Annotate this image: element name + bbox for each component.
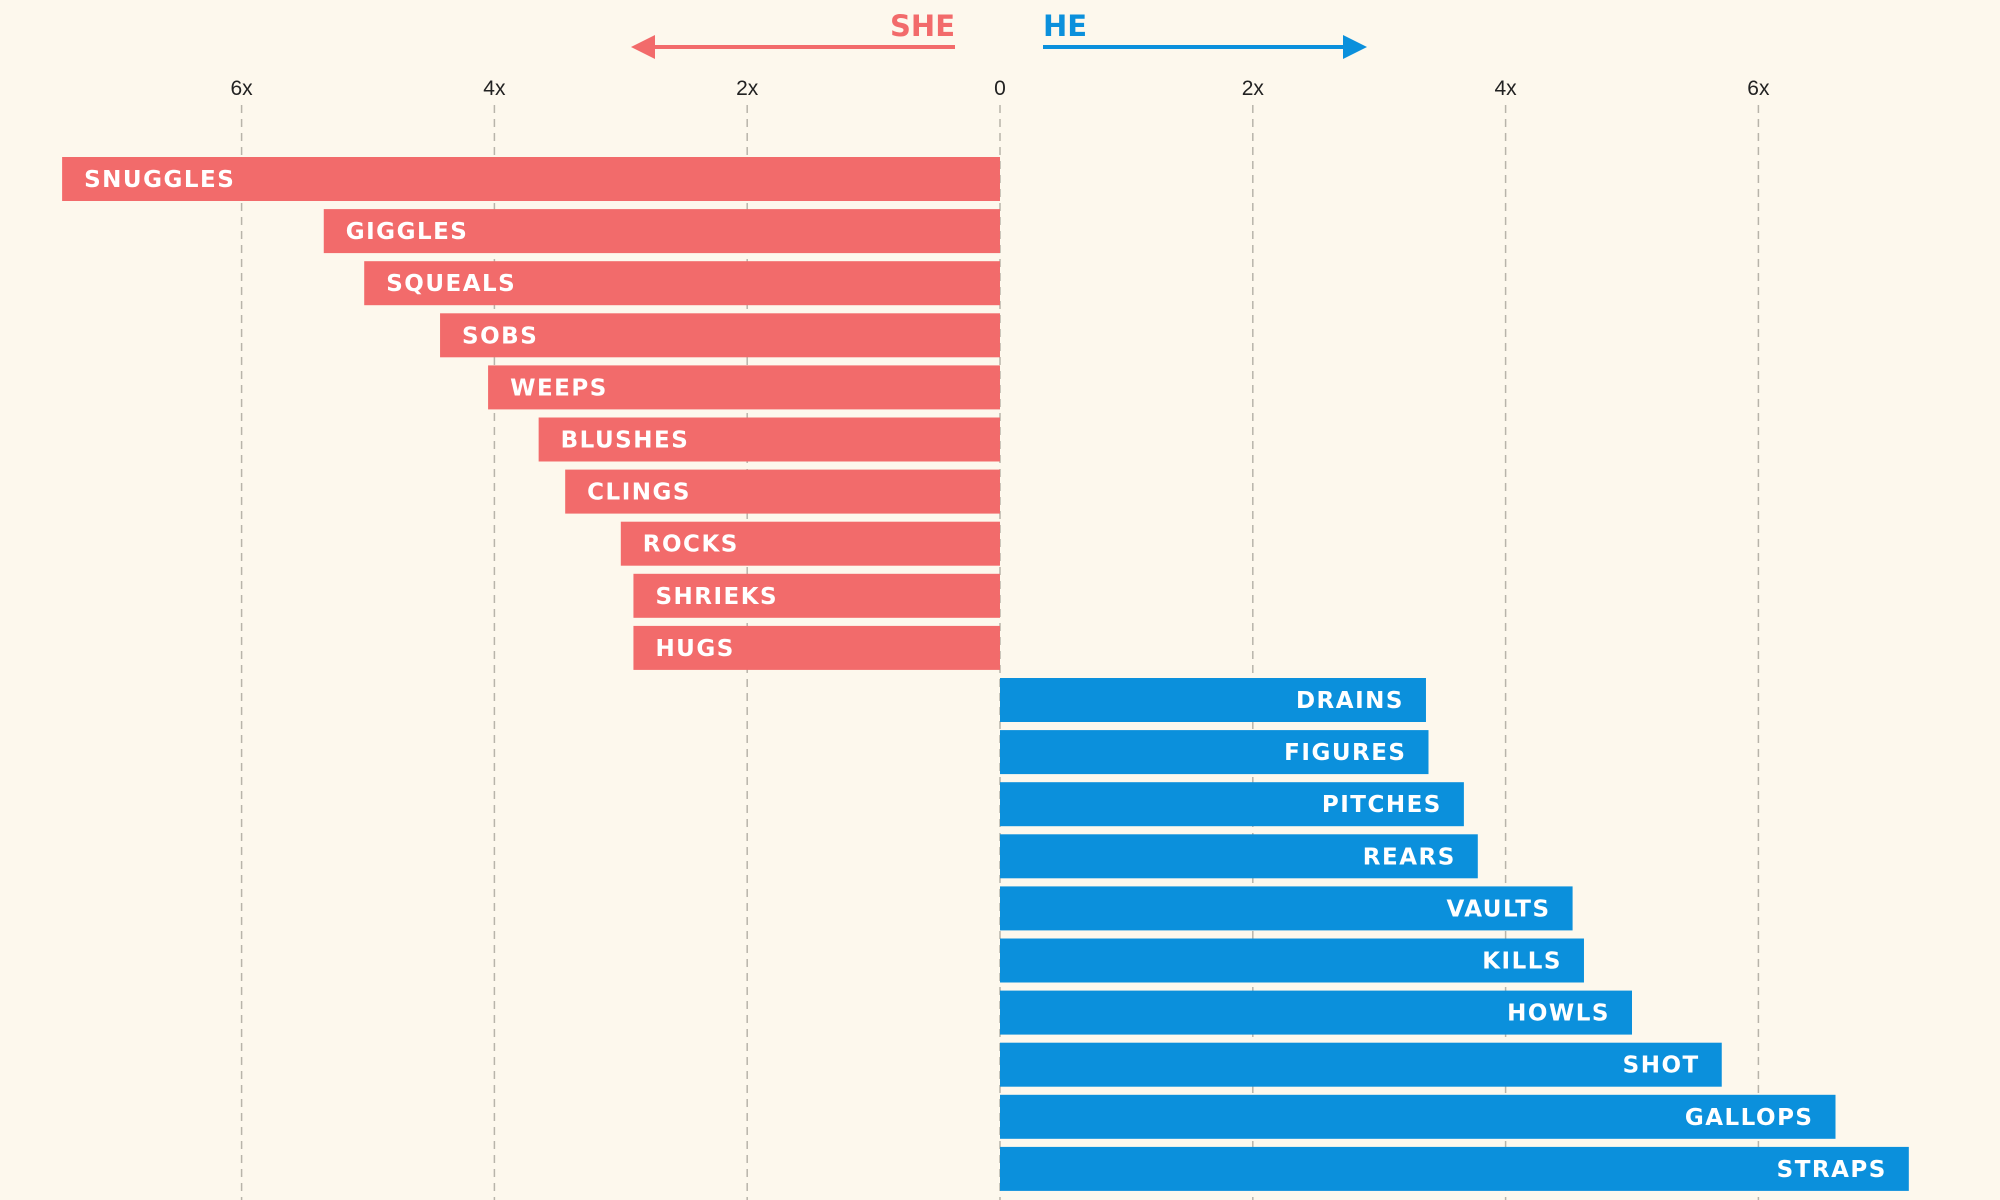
he-bar-label: REARS — [1363, 844, 1456, 870]
she-bar-weeps — [488, 365, 1000, 410]
he-bar-figures — [1000, 730, 1429, 775]
legend-he-arrow-head — [1343, 35, 1367, 59]
she-bar-label: HUGS — [655, 636, 734, 662]
she-bar-sobs — [440, 313, 1001, 358]
she-bar-label: SOBS — [462, 323, 538, 349]
he-bar-label: FIGURES — [1284, 740, 1406, 766]
he-bar-drains — [1000, 678, 1426, 722]
axis-tick-labels: 6x 4x 2x 0 2x 4x 6x — [231, 77, 1770, 100]
she-bar-squeals — [364, 261, 1000, 306]
he-bar-vaults — [1000, 886, 1573, 931]
tick-label: 2x — [1242, 77, 1265, 100]
she-bar-label: ROCKS — [643, 532, 739, 558]
he-bar-label: SHOT — [1623, 1053, 1700, 1079]
she-bar-label: CLINGS — [587, 480, 691, 506]
he-bar-pitches — [1000, 782, 1464, 827]
he-bar-straps — [1000, 1146, 1909, 1191]
legend-she-label: SHE — [890, 9, 955, 43]
he-bar-label: DRAINS — [1296, 688, 1404, 714]
he-bar-label: VAULTS — [1446, 896, 1550, 922]
he-bar-label: HOWLS — [1507, 1001, 1610, 1027]
she-bar-label: SHRIEKS — [655, 584, 778, 610]
bars: SNUGGLES GIGGLES SQUEALS SOBS WEEPS BLUSHES CL… — [62, 157, 1909, 1191]
she-bar-blushes — [538, 417, 1000, 462]
she-bar-shrieks — [633, 573, 1000, 618]
she-bar-label: SQUEALS — [386, 271, 516, 297]
tick-label: 4x — [1495, 77, 1518, 100]
tick-label: 6x — [231, 77, 254, 100]
she-bar-label: BLUSHES — [561, 428, 690, 454]
he-bar-label: GALLOPS — [1685, 1105, 1814, 1131]
she-bar-giggles — [323, 209, 1000, 254]
she-bar-clings — [565, 469, 1000, 514]
he-bar-label: PITCHES — [1322, 792, 1442, 818]
he-bar-label: STRAPS — [1777, 1157, 1887, 1183]
tick-label: 4x — [483, 77, 506, 100]
legend: SHE HE — [631, 9, 1367, 59]
legend-she-arrow-head — [631, 35, 655, 59]
she-bar-hugs — [633, 625, 1000, 670]
she-bar-rocks — [620, 521, 1000, 566]
she-bar-snuggles — [62, 157, 1000, 201]
tick-label: 0 — [994, 77, 1006, 100]
he-bar-label: KILLS — [1482, 949, 1562, 975]
he-bar-gallops — [1000, 1094, 1836, 1139]
tick-label: 2x — [736, 77, 759, 100]
he-bar-rears — [1000, 834, 1478, 879]
he-bar-kills — [1000, 938, 1584, 983]
she-bar-label: WEEPS — [510, 375, 608, 401]
she-bar-label: SNUGGLES — [84, 167, 235, 193]
she-bar-label: GIGGLES — [346, 219, 469, 245]
he-bar-shot — [1000, 1042, 1722, 1087]
he-bar-howls — [1000, 990, 1632, 1035]
legend-he-label: HE — [1043, 9, 1087, 43]
tick-label: 6x — [1747, 77, 1770, 100]
